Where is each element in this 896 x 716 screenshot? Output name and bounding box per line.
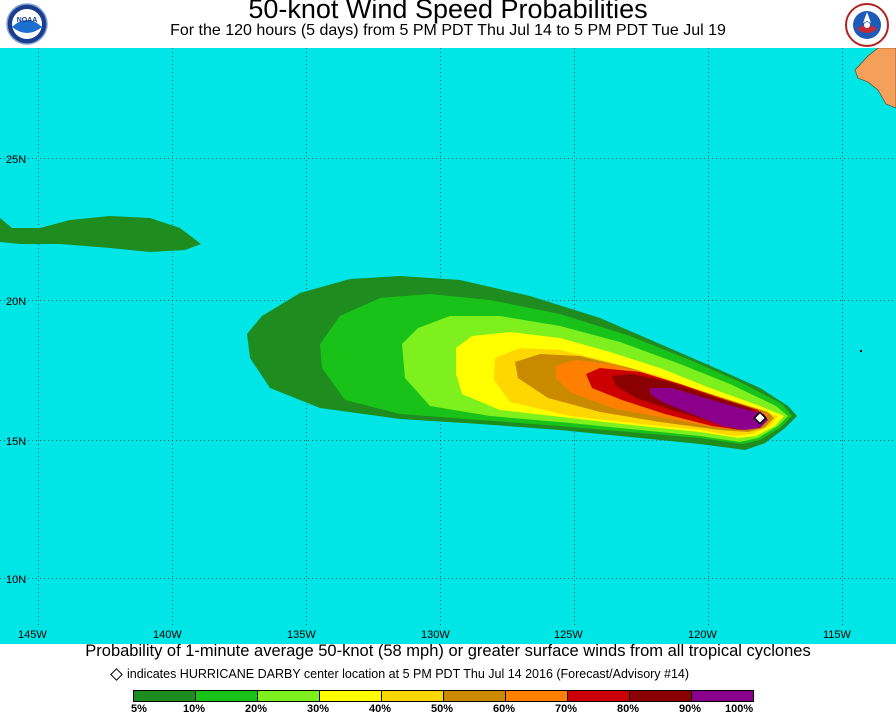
page-title: 50-knot Wind Speed Probabilities bbox=[248, 0, 648, 24]
legend-tick-label: 40% bbox=[369, 703, 392, 715]
lon-label-145w: 145W bbox=[18, 629, 47, 641]
lon-label-120w: 120W bbox=[688, 629, 717, 641]
lat-label-15n: 15N bbox=[6, 436, 26, 448]
legend-tick-label: 50% bbox=[431, 703, 454, 715]
legend-swatch bbox=[319, 690, 382, 702]
legend-swatch bbox=[443, 690, 506, 702]
legend-swatch bbox=[257, 690, 320, 702]
contour-5-secondary bbox=[0, 216, 201, 252]
probability-legend: 5% 10% 20% 30% 40% 50% 60% 70% 80% 90% 100% bbox=[0, 688, 896, 716]
legend-tick-label: 30% bbox=[307, 703, 330, 715]
lat-label-25n: 25N bbox=[6, 154, 26, 166]
lon-labels: 145W 140W 135W 130W 125W 120W 115W bbox=[18, 629, 852, 641]
svg-text:NOAA: NOAA bbox=[17, 17, 38, 24]
legend-tick-label: 10% bbox=[183, 703, 206, 715]
lon-label-125w: 125W bbox=[554, 629, 583, 641]
legend-tick-label: 80% bbox=[617, 703, 640, 715]
lat-label-20n: 20N bbox=[6, 296, 26, 308]
legend-tick-label: 70% bbox=[555, 703, 578, 715]
storm-center-marker bbox=[753, 411, 767, 425]
map-canvas: 25N 20N 15N 10N 145W 140W 135W 130W 125W… bbox=[0, 47, 896, 644]
lat-labels: 25N 20N 15N 10N bbox=[6, 154, 26, 586]
legend-swatch bbox=[691, 690, 754, 702]
lon-label-140w: 140W bbox=[153, 629, 182, 641]
land-baja bbox=[854, 47, 896, 109]
legend-tick-label: 5% bbox=[131, 703, 147, 715]
lat-label-10n: 10N bbox=[6, 574, 26, 586]
legend-tick-label: 90% bbox=[679, 703, 702, 715]
island-dot bbox=[860, 350, 862, 352]
lon-label-130w: 130W bbox=[421, 629, 450, 641]
marker-note: indicates HURRICANE DARBY center locatio… bbox=[110, 667, 689, 681]
map-description: Probability of 1-minute average 50-knot … bbox=[85, 642, 811, 660]
lon-label-115w: 115W bbox=[823, 629, 852, 641]
lon-label-135w: 135W bbox=[287, 629, 316, 641]
nws-logo bbox=[845, 3, 889, 47]
probability-contours bbox=[0, 216, 797, 450]
legend-swatch bbox=[133, 690, 196, 702]
legend-tick-label: 20% bbox=[245, 703, 268, 715]
page-subtitle: For the 120 hours (5 days) from 5 PM PDT… bbox=[170, 22, 726, 39]
probability-map: 25N 20N 15N 10N 145W 140W 135W 130W 125W… bbox=[0, 47, 896, 644]
marker-note-text: indicates HURRICANE DARBY center locatio… bbox=[127, 667, 690, 681]
legend-swatch bbox=[505, 690, 568, 702]
legend-swatch bbox=[195, 690, 258, 702]
legend-swatch bbox=[381, 690, 444, 702]
legend-swatch bbox=[567, 690, 630, 702]
storm-marker-icon bbox=[110, 667, 123, 681]
footer: Probability of 1-minute average 50-knot … bbox=[0, 642, 896, 716]
header: NOAA 50-knot Wind Speed Probabilities Fo… bbox=[0, 0, 896, 48]
legend-tick-label: 60% bbox=[493, 703, 516, 715]
legend-swatch bbox=[629, 690, 692, 702]
contour-90 bbox=[650, 388, 768, 430]
legend-tick-label: 100% bbox=[725, 703, 754, 715]
noaa-logo: NOAA bbox=[6, 3, 48, 45]
